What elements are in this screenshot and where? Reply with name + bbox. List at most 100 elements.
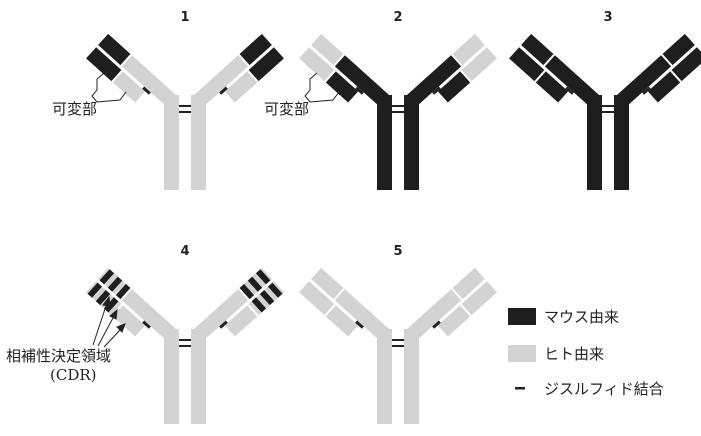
cdr-stripe-left	[95, 289, 111, 306]
disulfide-hinge-1	[179, 105, 191, 107]
disulfide-light-heavy-left	[565, 86, 574, 95]
heavy-chain-arm-right	[404, 289, 462, 342]
disulfide-light-heavy-left	[142, 320, 151, 329]
heavy-chain-arm-right	[191, 55, 249, 108]
arm-right	[614, 33, 701, 108]
antibody-5	[299, 267, 497, 424]
arm-left	[509, 33, 602, 108]
arm-left	[86, 267, 179, 342]
arm-right	[191, 267, 284, 342]
disulfide-light-heavy-right	[642, 86, 651, 95]
antibody-1-number: 1	[180, 10, 189, 25]
heavy-chain-stem-right	[404, 329, 419, 424]
light-chain-variable-left	[299, 281, 335, 316]
variable-region-bracket-1	[91, 72, 127, 103]
light-chain-constant-left	[535, 71, 569, 103]
arm-right	[404, 267, 497, 342]
heavy-chain-stem-right	[404, 95, 419, 190]
heavy-chain-arm-left	[334, 55, 392, 108]
legend-mouse-swatch	[508, 308, 536, 325]
heavy-chain-arm-left	[121, 55, 179, 108]
arm-left	[299, 33, 392, 108]
variable-region-label-1: 可変部	[52, 100, 97, 118]
disulfide-light-heavy-right	[219, 320, 228, 329]
disulfide-hinge-1	[392, 339, 404, 341]
heavy-chain-variable-left	[311, 267, 344, 300]
light-chain-variable-left	[509, 47, 545, 82]
cdr-stripe-right	[251, 297, 267, 313]
cdr-arrows	[92, 295, 126, 348]
heavy-chain-stem-left	[587, 95, 602, 190]
legend-human-label: ヒト由来	[544, 345, 604, 363]
arm-right	[404, 33, 497, 108]
light-chain-constant-left	[325, 305, 359, 337]
cdr-stripe-left	[103, 297, 119, 313]
disulfide-light-heavy-left	[355, 320, 364, 329]
disulfide-hinge-1	[392, 105, 404, 107]
cdr-stripe-left	[99, 269, 115, 285]
cdr-stripe-right	[239, 283, 255, 300]
cdr-stripe-right	[247, 276, 263, 292]
light-chain-variable-right	[671, 47, 701, 82]
cdr-stripe-right	[259, 289, 275, 306]
heavy-chain-stem-right	[614, 95, 629, 190]
legend-mouse-label: マウス由来	[544, 308, 619, 326]
light-chain-constant-right	[437, 71, 471, 103]
disulfide-light-heavy-right	[219, 86, 228, 95]
cdr-label: 相補性決定領域	[6, 347, 111, 365]
antibody-3-number: 3	[603, 10, 612, 25]
variable-region-bracket-2	[304, 72, 340, 103]
disulfide-light-heavy-left	[355, 86, 364, 95]
light-chain-variable-left	[86, 47, 122, 82]
antibody-2-number: 2	[393, 10, 402, 25]
heavy-chain-stem-left	[377, 329, 392, 424]
heavy-chain-stem-right	[191, 95, 206, 190]
heavy-chain-variable-right	[662, 33, 695, 66]
disulfide-hinge-2	[179, 111, 191, 113]
cdr-stripe-left	[115, 283, 131, 300]
disulfide-light-heavy-right	[432, 86, 441, 95]
antibody-5-number: 5	[393, 244, 402, 259]
heavy-chain-arm-left	[121, 289, 179, 342]
light-chain-constant-right	[437, 305, 471, 337]
light-chain-variable-right	[461, 281, 497, 316]
light-chain-constant-right	[224, 305, 258, 337]
cdr-label-abbrev: (CDR)	[50, 366, 97, 384]
heavy-chain-arm-left	[544, 55, 602, 108]
disulfide-light-heavy-right	[432, 320, 441, 329]
legend-disulfide-label: ジスルフィド結合	[544, 380, 664, 398]
disulfide-light-heavy-left	[142, 86, 151, 95]
arm-left	[86, 33, 179, 108]
disulfide-hinge-1	[602, 105, 614, 107]
heavy-chain-arm-right	[191, 289, 249, 342]
disulfide-hinge-2	[602, 111, 614, 113]
heavy-chain-variable-right	[239, 33, 272, 66]
heavy-chain-variable-left	[521, 33, 554, 66]
cdr-stripe-left	[107, 276, 123, 292]
light-chain-constant-right	[647, 71, 681, 103]
antibody-1	[86, 33, 284, 190]
heavy-chain-stem-left	[164, 95, 179, 190]
light-chain-variable-left	[299, 47, 335, 82]
light-chain-constant-left	[112, 71, 146, 103]
arm-right	[191, 33, 284, 108]
antibody-3	[509, 33, 701, 190]
light-chain-constant-left	[112, 305, 146, 337]
antibody-4-number: 4	[180, 244, 189, 259]
heavy-chain-stem-right	[191, 329, 206, 424]
light-chain-constant-left	[325, 71, 359, 103]
heavy-chain-stem-left	[164, 329, 179, 424]
arm-left	[299, 267, 392, 342]
variable-region-label-2: 可変部	[264, 100, 309, 118]
legend-human-swatch	[508, 345, 536, 362]
cdr-stripe-right	[255, 269, 271, 285]
disulfide-hinge-2	[392, 111, 404, 113]
heavy-chain-stem-left	[377, 95, 392, 190]
antibody-2	[299, 33, 497, 190]
heavy-chain-arm-right	[404, 55, 462, 108]
heavy-chain-variable-left	[311, 33, 344, 66]
antibody-4	[86, 267, 284, 424]
heavy-chain-arm-right	[614, 55, 672, 108]
disulfide-hinge-2	[392, 345, 404, 347]
